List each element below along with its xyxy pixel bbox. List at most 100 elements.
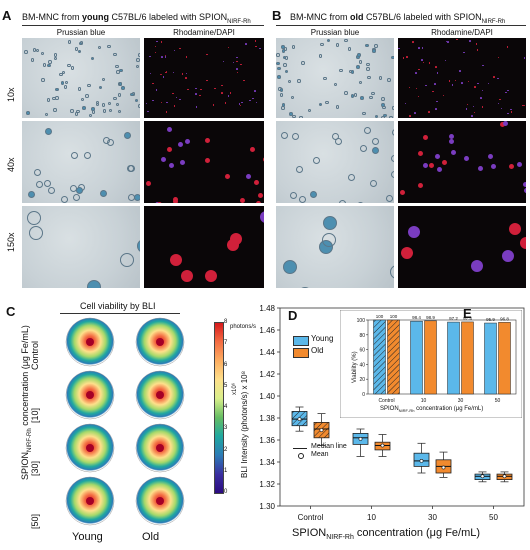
micrograph-young-rh-150x [144, 206, 264, 288]
cell-spot [26, 210, 41, 225]
cell-spot [42, 63, 47, 67]
cell-spot [493, 76, 495, 78]
bli-title: Cell viability by BLI [80, 301, 156, 311]
cell-spot [510, 111, 513, 113]
bar-young [447, 321, 460, 395]
cell-spot [318, 102, 322, 107]
cell-spot [372, 146, 380, 154]
cell-spot [474, 86, 476, 88]
boxplot-ytick-label: 1.38 [259, 414, 275, 423]
cell-spot [367, 75, 371, 80]
cell-spot [321, 232, 336, 247]
cell-spot [466, 103, 469, 105]
cell-spot [448, 138, 454, 144]
box-mean [319, 428, 324, 433]
legend-label-old: Old [311, 346, 324, 355]
cell-spot [166, 146, 172, 152]
cell-spot [236, 71, 239, 74]
cell-spot [44, 112, 49, 117]
cell-spot [74, 47, 79, 51]
cell-spot [149, 55, 151, 58]
bar-value-label: 98.9 [426, 315, 435, 320]
bli-hotspot [86, 497, 94, 505]
barchart-xtick-label: Control [378, 398, 394, 404]
cell-spot [117, 93, 122, 97]
cell-spot [283, 259, 297, 274]
panel-a-title-sub: NIRF-Rh [227, 18, 251, 25]
panel-b-title-pre: BM-MNC from [290, 12, 350, 22]
bli-ylabel-sub: NIRF-Rh [26, 428, 33, 452]
cell-spot [87, 83, 91, 88]
panel-letter-c: C [6, 304, 16, 319]
cell-spot [164, 54, 167, 57]
cell-spot [224, 102, 227, 104]
cell-spot [97, 45, 102, 50]
boxplot-xtick-label: Control [298, 513, 324, 522]
boxplot-ytick-label: 1.46 [259, 326, 275, 335]
cell-spot [107, 44, 111, 49]
cell-spot [185, 56, 188, 58]
cell-spot [118, 82, 122, 86]
cell-spot [172, 92, 174, 95]
cell-spot [77, 87, 82, 91]
cell-spot [301, 61, 305, 65]
cell-spot [281, 106, 285, 110]
cell-spot [276, 61, 280, 66]
cell-spot [471, 259, 484, 272]
barchart-xtick-label: 10 [421, 398, 427, 404]
bar-young [410, 320, 423, 395]
cell-spot [212, 104, 215, 106]
legend-label-young: Young [311, 334, 334, 343]
cell-spot [67, 63, 71, 68]
cell-spot [160, 101, 163, 104]
boxplot-xtick-label: 30 [428, 513, 437, 522]
panel-b-title-mid: C57BL/6 labeled with SPION [363, 12, 482, 22]
cell-spot [475, 43, 478, 45]
cell-spot [172, 199, 178, 203]
cell-spot [297, 79, 301, 83]
cell-spot [404, 102, 407, 105]
cell-spot [339, 68, 343, 73]
bli-col-label-old: Old [142, 531, 160, 543]
cell-spot [378, 76, 383, 80]
legend-swatch-old [293, 348, 309, 358]
cell-spot [320, 42, 324, 47]
cell-spot [75, 187, 83, 195]
cell-spot [185, 72, 188, 75]
cell-spot [437, 167, 443, 173]
cell-spot [287, 79, 292, 84]
box-mean [297, 417, 302, 422]
cell-spot [415, 72, 417, 74]
cell-spot [259, 47, 261, 50]
barchart-xlabel-rest: concentration (μg Fe/mL) [414, 406, 484, 412]
cell-spot [391, 55, 394, 60]
cell-spot [520, 236, 526, 249]
cell-spot [128, 193, 136, 201]
legend-median-line [293, 448, 307, 449]
micrograph-old-rh-40x [398, 121, 526, 203]
cell-spot [195, 87, 197, 90]
cell-spot [180, 269, 193, 282]
cell-spot [510, 108, 512, 111]
col-head-a-pb: Prussian blue [56, 28, 106, 37]
cell-spot [348, 173, 356, 181]
cell-spot [435, 66, 437, 68]
cell-spot [115, 102, 120, 107]
micrograph-old-pb-150x [276, 206, 394, 288]
micrograph-old-rh-150x [398, 206, 526, 288]
cell-spot [28, 225, 43, 240]
cell-spot [55, 87, 59, 92]
cell-spot [497, 102, 500, 105]
cell-spot [165, 111, 168, 113]
cell-spot [372, 49, 376, 53]
cell-spot [418, 47, 420, 49]
cell-spot [497, 77, 499, 80]
cell-spot [502, 250, 515, 263]
bar-young [484, 322, 497, 395]
cell-spot [491, 163, 497, 169]
cell-spot [434, 83, 436, 85]
cell-spot [481, 89, 484, 92]
col-head-b-pb: Prussian blue [310, 28, 360, 37]
cell-spot [292, 133, 300, 141]
cell-spot [312, 156, 320, 164]
